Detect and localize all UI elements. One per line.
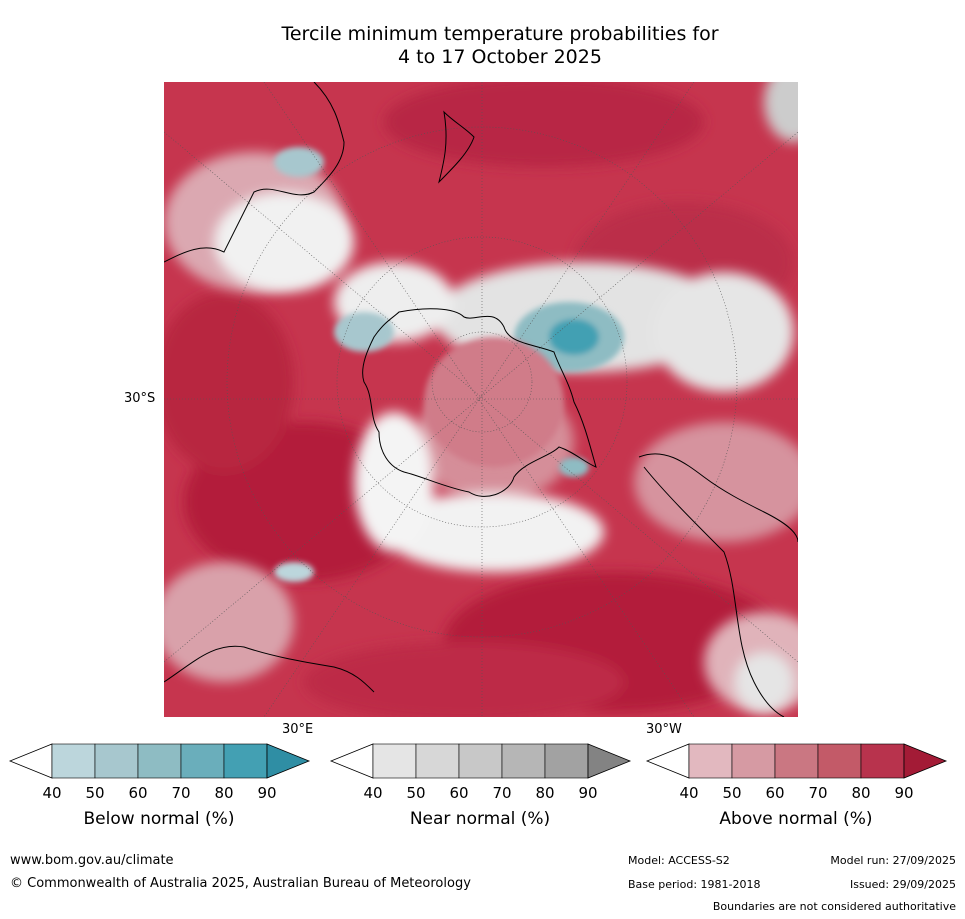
near-colorbar-tick: 40 [363,784,383,802]
below-colorbar-tick: 60 [128,784,148,802]
africa-coast [164,645,375,693]
below-normal-areas [274,147,624,582]
near-colorbar-max-extension [587,743,632,779]
above-normal-title: Above normal (%) [719,809,873,829]
below-colorbar-tick: 80 [214,784,234,802]
above-colorbar-tick: 50 [722,784,742,802]
above-normal-colorbar [645,743,948,779]
longitude-label-30w: 30°W [646,722,682,737]
above-colorbar-svg [645,743,948,779]
latitude-label-30s: 30°S [124,391,156,406]
base-period: Base period: 1981-2018 [628,878,761,891]
antarctica-coast [362,308,597,497]
website-link[interactable]: www.bom.gov.au/climate [10,853,174,868]
above-colorbar-band [860,743,905,779]
below-colorbar-tick: 50 [85,784,105,802]
model-name: Model: ACCESS-S2 [628,854,730,867]
below-colorbar-max-extension [266,743,311,779]
antarctica-interior [424,337,564,467]
copyright-notice: © Commonwealth of Australia 2025, Austra… [10,876,471,891]
below-normal-colorbar [8,743,311,779]
longitude-label-30e: 30°E [282,722,314,737]
map-title-line-1: Tercile minimum temperature probabilitie… [281,23,719,45]
near-colorbar-tick: 60 [449,784,469,802]
below-colorbar-min-extension [8,743,53,779]
near-normal-title: Near normal (%) [409,809,551,829]
above-colorbar-max-extension [903,743,948,779]
above-colorbar-band [774,743,819,779]
australia-coast [164,82,345,263]
above-colorbar-tick: 80 [851,784,871,802]
near-colorbar-tick: 70 [492,784,512,802]
below-colorbar-tick: 70 [171,784,191,802]
boundary-disclaimer: Boundaries are not considered authoritat… [712,900,956,913]
probability-map [164,82,798,717]
graticule [164,82,798,717]
above-colorbar-tick: 40 [679,784,699,802]
near-colorbar-band [501,743,546,779]
strong-above-normal-areas [164,82,794,717]
near-colorbar-band [372,743,417,779]
near-colorbar-tick: 50 [406,784,426,802]
near-colorbar-band [415,743,460,779]
below-colorbar-band [180,743,225,779]
new-zealand-coast [438,110,475,184]
below-colorbar-band [51,743,96,779]
below-colorbar-band [94,743,139,779]
below-colorbar-svg [8,743,311,779]
model-run-date: Model run: 27/09/2025 [830,854,956,867]
issued-date: Issued: 29/09/2025 [849,878,956,891]
near-colorbar-band [458,743,503,779]
above-colorbar-min-extension [645,743,690,779]
near-colorbar-tick: 80 [535,784,555,802]
near-colorbar-svg [329,743,632,779]
above-colorbar-band [817,743,862,779]
near-colorbar-band [544,743,589,779]
map-canvas [164,82,798,717]
below-colorbar-band [223,743,268,779]
above-colorbar-band [731,743,776,779]
near-colorbar-min-extension [329,743,374,779]
above-colorbar-band [688,743,733,779]
above-colorbar-tick: 70 [808,784,828,802]
below-colorbar-tick: 40 [42,784,62,802]
below-normal-title: Below normal (%) [83,809,235,829]
near-normal-colorbar [329,743,632,779]
below-colorbar-tick: 90 [257,784,277,802]
near-colorbar-tick: 90 [578,784,598,802]
above-colorbar-tick: 90 [894,784,914,802]
below-colorbar-band [137,743,182,779]
south-america-coast [638,453,798,717]
above-colorbar-tick: 60 [765,784,785,802]
coastlines [164,82,798,717]
map-title-line-2: 4 to 17 October 2025 [398,46,602,68]
